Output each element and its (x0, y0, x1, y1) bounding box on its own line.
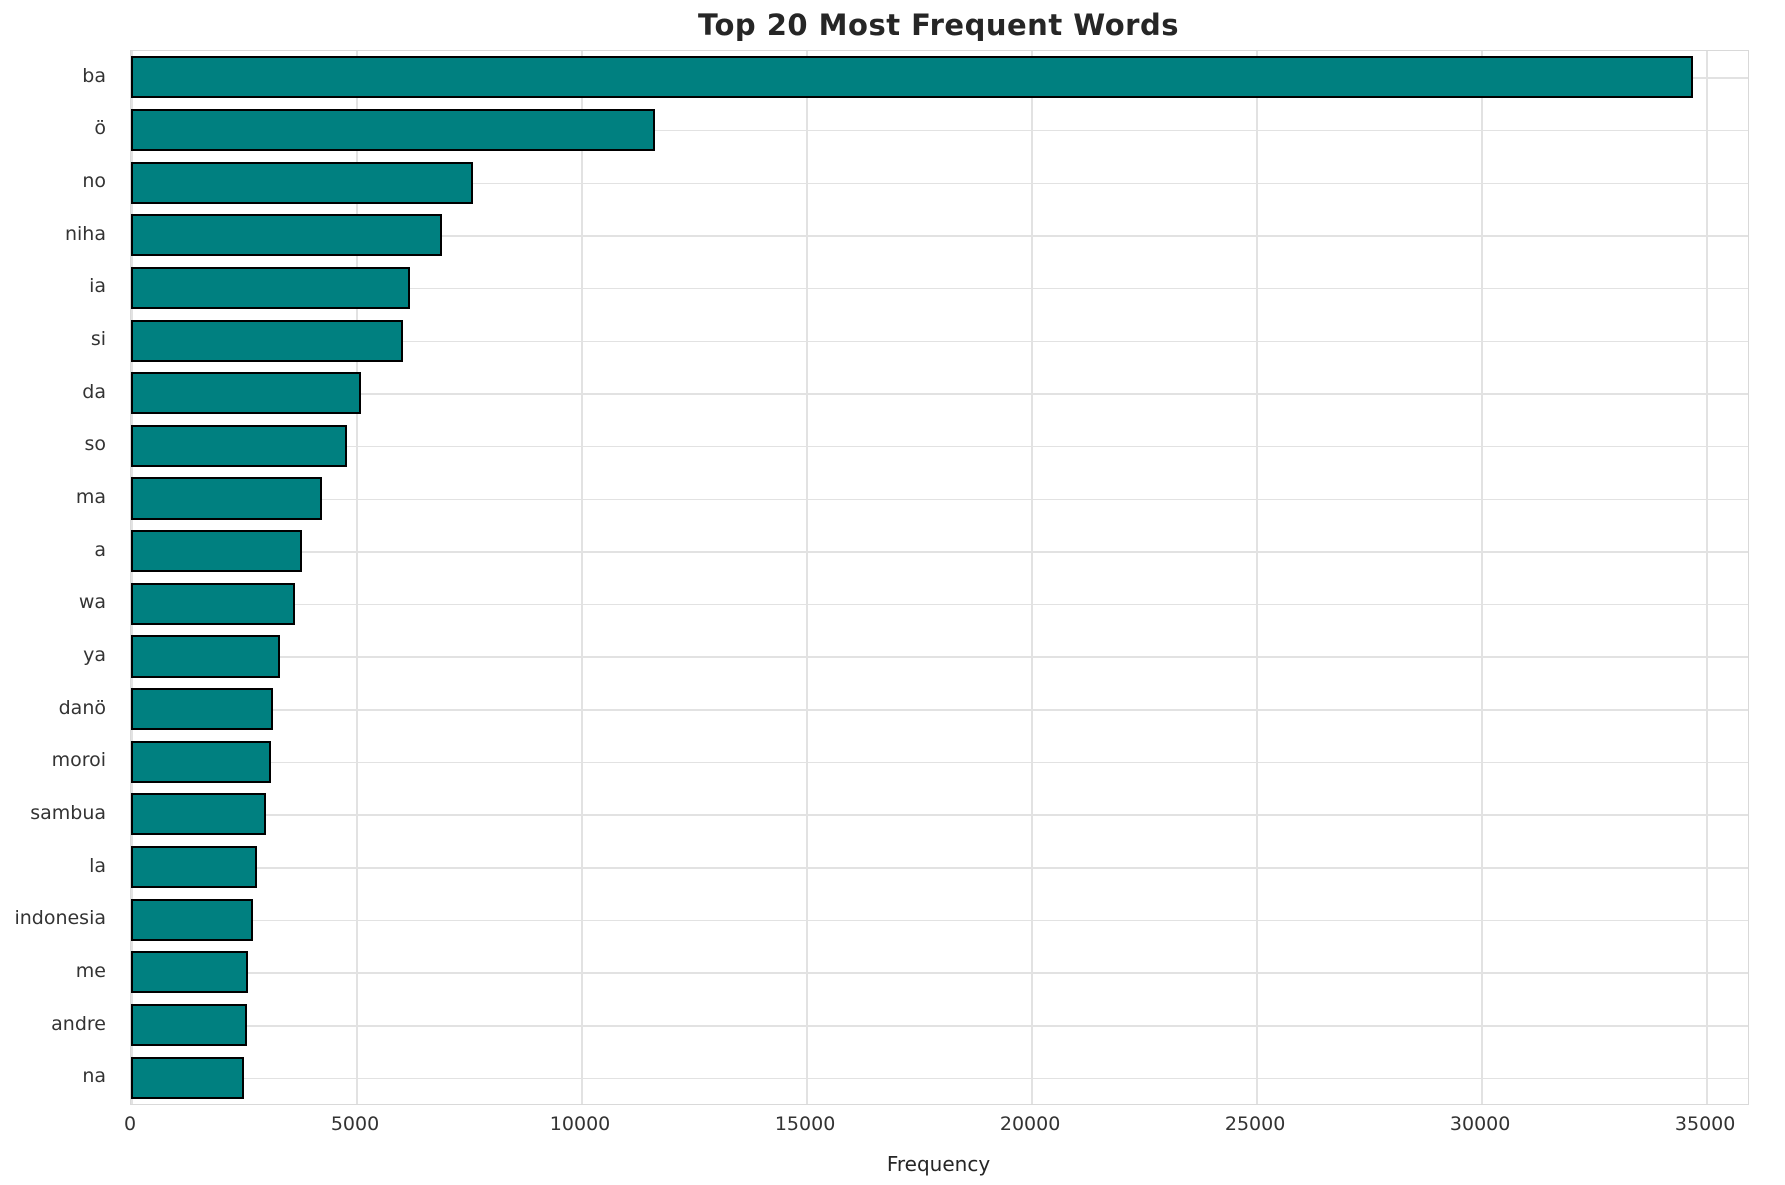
bar-niha (131, 214, 442, 257)
y-gridline (131, 129, 1748, 132)
y-tick-label-ya: ya (83, 643, 106, 666)
bar-na (131, 1056, 244, 1099)
y-tick-label-so: so (84, 433, 106, 456)
bar-danö (131, 688, 273, 731)
x-gridline (806, 51, 808, 1104)
y-tick-label-si: si (90, 328, 106, 351)
bar-andre (131, 1003, 247, 1047)
y-tick-label-me: me (75, 959, 106, 982)
y-tick-label-moroi: moroi (51, 749, 106, 772)
y-gridline (131, 340, 1748, 343)
x-gridline (1481, 51, 1483, 1104)
y-tick-label-danö: danö (58, 696, 106, 719)
y-gridline (131, 656, 1748, 658)
y-tick-label-la: la (89, 854, 106, 877)
bar-ia (131, 266, 411, 309)
y-gridline (131, 1077, 1748, 1080)
bar-da (131, 372, 361, 415)
y-gridline (131, 814, 1748, 816)
bar-ya (131, 635, 280, 678)
y-tick-label-ma: ma (75, 486, 106, 509)
x-tick-label-30000: 30000 (1449, 1113, 1511, 1135)
y-tick-label-andre: andre (51, 1012, 106, 1035)
y-gridline (131, 867, 1748, 869)
bar-wa (131, 582, 296, 625)
x-axis-label: Frequency (886, 1152, 991, 1176)
y-gridline (131, 761, 1748, 764)
bar-la (131, 846, 257, 889)
y-tick-label-da: da (82, 380, 106, 403)
y-gridline (131, 972, 1748, 974)
y-tick-label-ö: ö (94, 117, 106, 140)
bar-ö (131, 108, 656, 152)
y-gridline (131, 393, 1748, 395)
x-tick-label-5000: 5000 (330, 1113, 380, 1135)
bar-me (131, 951, 248, 994)
y-gridline (131, 603, 1748, 606)
y-gridline (131, 182, 1748, 185)
bar-ba (131, 56, 1693, 99)
x-tick-label-0: 0 (123, 1113, 137, 1135)
y-gridline (131, 551, 1748, 553)
x-tick-label-35000: 35000 (1674, 1113, 1736, 1135)
y-tick-label-no: no (82, 170, 106, 193)
y-gridline (131, 287, 1748, 290)
bar-so (131, 424, 348, 467)
y-tick-label-wa: wa (78, 591, 106, 614)
x-tick-label-20000: 20000 (999, 1113, 1061, 1135)
bar-ma (131, 477, 323, 520)
x-gridline (1031, 51, 1033, 1104)
y-gridline (131, 235, 1748, 237)
x-gridline (356, 51, 358, 1104)
x-tick-label-15000: 15000 (774, 1113, 836, 1135)
bar-indonesia (131, 898, 253, 941)
y-tick-label-a: a (94, 538, 106, 561)
x-tick-label-10000: 10000 (549, 1113, 611, 1135)
x-gridline (1256, 51, 1258, 1104)
y-tick-label-ba: ba (82, 64, 106, 87)
y-tick-label-ia: ia (89, 275, 106, 298)
chart-title: Top 20 Most Frequent Words (698, 8, 1179, 42)
x-tick-label-25000: 25000 (1224, 1113, 1286, 1135)
y-gridline (131, 1025, 1748, 1027)
x-gridline (131, 51, 133, 1104)
y-tick-label-niha: niha (64, 222, 106, 245)
x-gridline (581, 51, 583, 1104)
y-tick-label-na: na (82, 1065, 106, 1088)
y-tick-label-indonesia: indonesia (14, 907, 106, 930)
bar-no (131, 161, 474, 204)
y-gridline (131, 445, 1748, 448)
bar-moroi (131, 740, 271, 783)
bar-a (131, 530, 303, 573)
x-gridline (1706, 51, 1708, 1104)
bar-si (131, 319, 404, 362)
bar-sambua (131, 793, 266, 836)
y-gridline (131, 919, 1748, 922)
y-tick-label-sambua: sambua (30, 801, 106, 824)
y-gridline (131, 709, 1748, 711)
plot-area (130, 50, 1749, 1105)
y-gridline (131, 498, 1748, 501)
